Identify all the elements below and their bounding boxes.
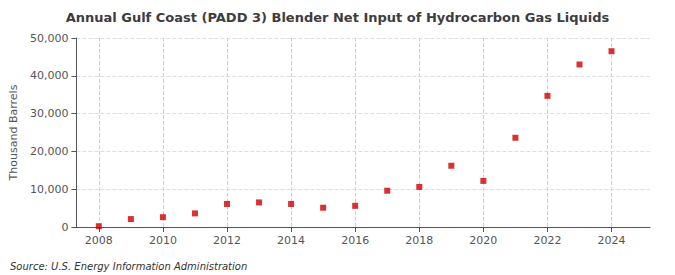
- svg-text:Annual Gulf Coast (PADD 3) Ble: Annual Gulf Coast (PADD 3) Blender Net I…: [66, 10, 610, 25]
- svg-text:2020: 2020: [469, 234, 497, 247]
- svg-text:2024: 2024: [598, 234, 626, 247]
- svg-text:2010: 2010: [149, 234, 177, 247]
- svg-text:30,000: 30,000: [30, 107, 69, 120]
- svg-text:0: 0: [61, 221, 68, 234]
- svg-text:2016: 2016: [341, 234, 369, 247]
- svg-text:2012: 2012: [213, 234, 241, 247]
- svg-text:Thousand Barrels: Thousand Barrels: [7, 84, 20, 181]
- svg-text:2008: 2008: [85, 234, 113, 247]
- svg-text:2022: 2022: [533, 234, 561, 247]
- svg-text:40,000: 40,000: [30, 69, 69, 82]
- svg-text:2014: 2014: [277, 234, 305, 247]
- svg-text:2018: 2018: [405, 234, 433, 247]
- svg-text:10,000: 10,000: [30, 183, 69, 196]
- svg-text:Source: U.S. Energy Informatio: Source: U.S. Energy Information Administ…: [10, 261, 247, 272]
- svg-text:50,000: 50,000: [30, 32, 69, 45]
- svg-text:20,000: 20,000: [30, 145, 69, 158]
